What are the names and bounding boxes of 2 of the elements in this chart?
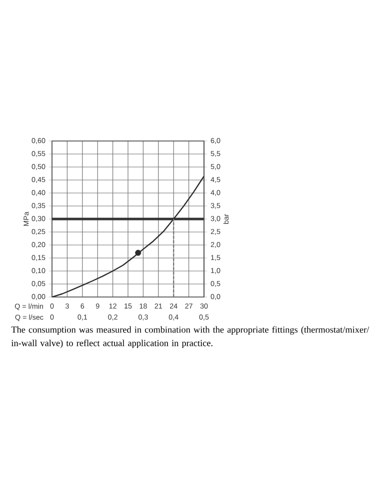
line-series (52, 176, 204, 297)
text: The consumption was measured in combination with the appropriate fittings (thermostat/mixer/ in-wall valve) to reflect actual application in practice. (11, 326, 370, 348)
